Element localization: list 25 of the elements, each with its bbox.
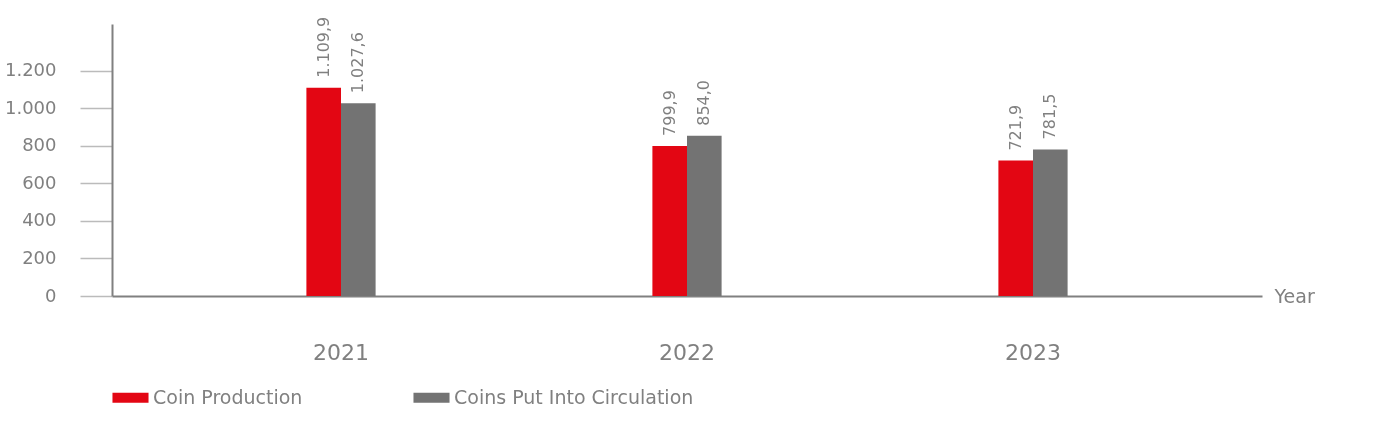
x-axis-title: Year: [1273, 284, 1315, 307]
data-label: 799,9: [659, 90, 679, 136]
legend-label: Coins Put Into Circulation: [454, 385, 694, 408]
y-tick-label: 1.000: [4, 96, 57, 118]
bar: [652, 145, 687, 296]
x-tick-label: 2022: [659, 339, 715, 365]
bar: [341, 103, 376, 296]
legend-label: Coin Production: [153, 385, 303, 408]
y-tick-label: 600: [22, 171, 57, 193]
y-tick-label: 1.200: [4, 59, 57, 81]
bar: [998, 160, 1033, 296]
bar: [306, 87, 341, 296]
y-tick-label: 0: [45, 284, 57, 306]
data-label: 781,5: [1040, 93, 1060, 140]
data-label: 1.027,6: [348, 32, 368, 94]
y-tick-label: 800: [22, 134, 57, 156]
y-tick-label: 200: [22, 246, 57, 268]
data-label: 1.109,9: [313, 16, 333, 78]
x-tick-label: 2021: [313, 339, 369, 365]
x-tick-label: 2023: [1005, 339, 1061, 365]
data-label: 721,9: [1005, 104, 1025, 151]
data-label: 854,0: [694, 79, 714, 126]
y-tick-label: 400: [22, 209, 57, 231]
bar: [1033, 149, 1068, 296]
bar: [687, 135, 722, 296]
